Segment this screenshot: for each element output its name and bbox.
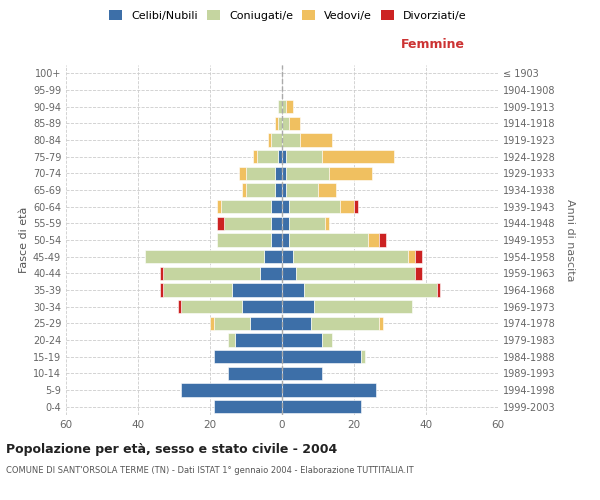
Bar: [314, 300, 412, 314]
Bar: [289, 216, 325, 230]
Y-axis label: Fasce di età: Fasce di età: [19, 207, 29, 273]
Bar: [278, 116, 282, 130]
Bar: [282, 334, 322, 346]
Text: Popolazione per età, sesso e stato civile - 2004: Popolazione per età, sesso e stato civil…: [6, 442, 337, 456]
Bar: [368, 234, 379, 246]
Bar: [289, 200, 340, 213]
Bar: [311, 316, 379, 330]
Bar: [253, 150, 257, 164]
Bar: [379, 234, 386, 246]
Bar: [232, 284, 282, 296]
Bar: [289, 234, 368, 246]
Bar: [275, 184, 282, 196]
Bar: [282, 366, 322, 380]
Bar: [242, 300, 282, 314]
Bar: [224, 216, 271, 230]
Bar: [217, 200, 221, 213]
Bar: [271, 216, 282, 230]
Bar: [282, 134, 300, 146]
Bar: [282, 384, 376, 396]
Bar: [214, 400, 282, 413]
Bar: [257, 150, 278, 164]
Bar: [250, 316, 282, 330]
Bar: [235, 334, 282, 346]
Bar: [286, 166, 329, 180]
Bar: [217, 234, 271, 246]
Bar: [379, 316, 383, 330]
Bar: [415, 250, 422, 264]
Bar: [239, 166, 246, 180]
Bar: [408, 250, 415, 264]
Bar: [282, 266, 296, 280]
Bar: [217, 216, 224, 230]
Bar: [271, 234, 282, 246]
Bar: [282, 200, 289, 213]
Bar: [282, 300, 314, 314]
Bar: [286, 100, 293, 114]
Bar: [264, 250, 282, 264]
Bar: [178, 300, 181, 314]
Bar: [282, 184, 286, 196]
Bar: [160, 266, 163, 280]
Bar: [214, 350, 282, 364]
Bar: [181, 384, 282, 396]
Bar: [246, 166, 275, 180]
Bar: [282, 166, 286, 180]
Bar: [145, 250, 264, 264]
Bar: [246, 184, 275, 196]
Bar: [296, 266, 415, 280]
Bar: [282, 150, 286, 164]
Bar: [300, 134, 332, 146]
Y-axis label: Anni di nascita: Anni di nascita: [565, 198, 575, 281]
Bar: [214, 316, 250, 330]
Bar: [282, 400, 361, 413]
Bar: [415, 266, 422, 280]
Bar: [282, 234, 289, 246]
Bar: [318, 184, 336, 196]
Bar: [271, 200, 282, 213]
Bar: [163, 284, 232, 296]
Bar: [282, 284, 304, 296]
Bar: [271, 134, 282, 146]
Bar: [325, 216, 329, 230]
Bar: [282, 250, 293, 264]
Bar: [282, 116, 289, 130]
Bar: [322, 150, 394, 164]
Bar: [304, 284, 437, 296]
Bar: [293, 250, 408, 264]
Bar: [160, 284, 163, 296]
Bar: [221, 200, 271, 213]
Bar: [322, 334, 332, 346]
Bar: [282, 216, 289, 230]
Bar: [275, 116, 278, 130]
Bar: [275, 166, 282, 180]
Bar: [282, 316, 311, 330]
Bar: [228, 334, 235, 346]
Bar: [163, 266, 260, 280]
Bar: [340, 200, 354, 213]
Bar: [282, 100, 286, 114]
Bar: [260, 266, 282, 280]
Text: COMUNE DI SANT'ORSOLA TERME (TN) - Dati ISTAT 1° gennaio 2004 - Elaborazione TUT: COMUNE DI SANT'ORSOLA TERME (TN) - Dati …: [6, 466, 413, 475]
Bar: [354, 200, 358, 213]
Bar: [268, 134, 271, 146]
Bar: [329, 166, 372, 180]
Legend: Celibi/Nubili, Coniugati/e, Vedovi/e, Divorziati/e: Celibi/Nubili, Coniugati/e, Vedovi/e, Di…: [105, 6, 471, 25]
Bar: [282, 350, 361, 364]
Bar: [242, 184, 246, 196]
Bar: [210, 316, 214, 330]
Bar: [278, 150, 282, 164]
Bar: [437, 284, 440, 296]
Bar: [181, 300, 242, 314]
Bar: [361, 350, 365, 364]
Bar: [228, 366, 282, 380]
Bar: [286, 150, 322, 164]
Bar: [289, 116, 300, 130]
Bar: [278, 100, 282, 114]
Text: Femmine: Femmine: [401, 38, 465, 51]
Bar: [286, 184, 318, 196]
